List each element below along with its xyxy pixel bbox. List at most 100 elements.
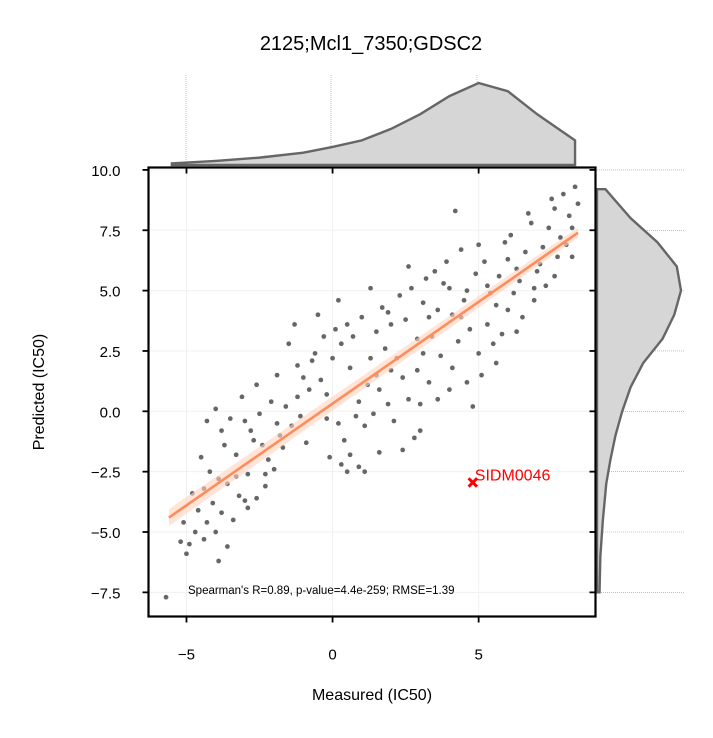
y-tick-label: 2.5 bbox=[100, 344, 121, 361]
data-point bbox=[271, 466, 277, 473]
data-point bbox=[315, 311, 321, 318]
data-point bbox=[227, 415, 234, 422]
data-point bbox=[426, 379, 432, 386]
data-point bbox=[338, 461, 345, 468]
data-point bbox=[484, 321, 491, 328]
data-point bbox=[335, 297, 342, 304]
data-point bbox=[370, 410, 377, 417]
data-point bbox=[408, 285, 415, 292]
data-point bbox=[493, 360, 500, 366]
data-point bbox=[525, 210, 532, 217]
data-point bbox=[242, 497, 248, 504]
regression-confidence-band bbox=[168, 227, 578, 526]
stats-annotation: Spearman's R=0.89, p-value=4.4e-259; RMS… bbox=[188, 585, 455, 597]
data-point bbox=[475, 241, 482, 248]
data-point bbox=[244, 471, 251, 477]
data-point bbox=[344, 468, 351, 475]
data-point bbox=[467, 326, 473, 333]
data-point bbox=[572, 183, 578, 190]
data-point bbox=[236, 492, 242, 499]
data-point bbox=[385, 309, 391, 316]
data-point bbox=[575, 200, 581, 207]
regression-line bbox=[168, 231, 579, 519]
data-point bbox=[294, 393, 301, 400]
x-tick-label: −5 bbox=[178, 647, 195, 664]
data-point bbox=[391, 418, 397, 424]
data-point bbox=[513, 328, 520, 335]
x-tick-label: 5 bbox=[474, 647, 482, 664]
data-point bbox=[262, 471, 269, 477]
data-point bbox=[224, 543, 231, 550]
data-point bbox=[376, 386, 383, 393]
data-point bbox=[417, 427, 424, 434]
data-point bbox=[221, 442, 228, 448]
data-point bbox=[285, 340, 292, 347]
data-point bbox=[437, 352, 444, 359]
data-point bbox=[376, 449, 383, 456]
data-point bbox=[253, 495, 260, 502]
data-point bbox=[399, 374, 406, 381]
data-point bbox=[198, 454, 204, 461]
data-point bbox=[201, 536, 207, 543]
data-point bbox=[335, 420, 342, 427]
data-point bbox=[426, 314, 432, 321]
data-point bbox=[218, 427, 225, 434]
data-point bbox=[230, 517, 237, 523]
data-point bbox=[356, 463, 362, 470]
data-point bbox=[569, 253, 575, 260]
x-axis-title: Measured (IC50) bbox=[312, 687, 432, 704]
data-point bbox=[212, 406, 219, 412]
data-point bbox=[499, 331, 505, 337]
data-point bbox=[566, 212, 573, 219]
data-point bbox=[420, 299, 426, 306]
data-point bbox=[265, 456, 272, 463]
data-point bbox=[361, 468, 368, 475]
data-point bbox=[274, 420, 280, 427]
data-point bbox=[528, 220, 535, 226]
data-point bbox=[484, 282, 491, 289]
data-point bbox=[300, 374, 307, 381]
data-point bbox=[282, 403, 289, 410]
marginal-x-density bbox=[170, 81, 577, 167]
data-point bbox=[461, 297, 467, 304]
y-tick-label: −5.0 bbox=[91, 525, 121, 542]
data-point bbox=[177, 538, 184, 545]
data-point bbox=[507, 232, 514, 238]
y-tick-label: −7.5 bbox=[91, 585, 121, 602]
data-point bbox=[262, 483, 269, 489]
data-point bbox=[312, 350, 318, 357]
data-point bbox=[505, 307, 511, 313]
data-point bbox=[320, 333, 327, 340]
data-point bbox=[475, 350, 482, 357]
plot-frame bbox=[147, 166, 597, 618]
data-point bbox=[204, 519, 210, 526]
data-point bbox=[163, 594, 169, 601]
data-point bbox=[367, 355, 374, 362]
data-point bbox=[399, 447, 406, 453]
data-point bbox=[560, 191, 567, 197]
data-point bbox=[323, 391, 330, 398]
data-point bbox=[434, 307, 441, 313]
data-point bbox=[542, 282, 549, 289]
data-point bbox=[209, 500, 216, 506]
y-axis-title: Predicted (IC50) bbox=[31, 334, 48, 451]
data-point bbox=[253, 381, 260, 388]
data-point bbox=[356, 398, 362, 405]
y-axis-ticks: −7.5 −5.0 −2.5 0.0 2.5 5.0 7.5 10.0 bbox=[91, 163, 596, 602]
highlight-marker bbox=[467, 477, 479, 488]
data-point bbox=[274, 372, 280, 378]
x-axis-ticks: −5 0 5 bbox=[178, 167, 483, 664]
data-point bbox=[531, 285, 537, 292]
data-point bbox=[414, 367, 421, 374]
data-point bbox=[303, 439, 310, 446]
data-point bbox=[309, 357, 315, 364]
data-point bbox=[405, 263, 412, 270]
data-point bbox=[554, 253, 561, 260]
data-point bbox=[385, 401, 391, 407]
data-point bbox=[353, 413, 359, 419]
data-point bbox=[326, 454, 333, 461]
data-point bbox=[388, 321, 394, 328]
y-tick-label: −2.5 bbox=[91, 465, 121, 482]
data-point bbox=[382, 345, 388, 352]
y-tick-label: 10.0 bbox=[91, 163, 120, 180]
